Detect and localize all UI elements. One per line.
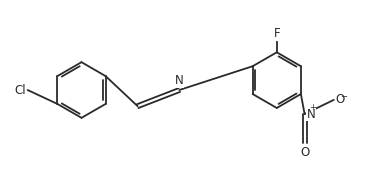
Text: −: − xyxy=(341,92,347,101)
Text: N: N xyxy=(306,108,315,121)
Text: O: O xyxy=(300,146,309,159)
Text: F: F xyxy=(273,27,280,40)
Text: N: N xyxy=(175,74,184,87)
Text: +: + xyxy=(309,103,316,112)
Text: Cl: Cl xyxy=(14,84,26,97)
Text: O: O xyxy=(335,93,345,106)
